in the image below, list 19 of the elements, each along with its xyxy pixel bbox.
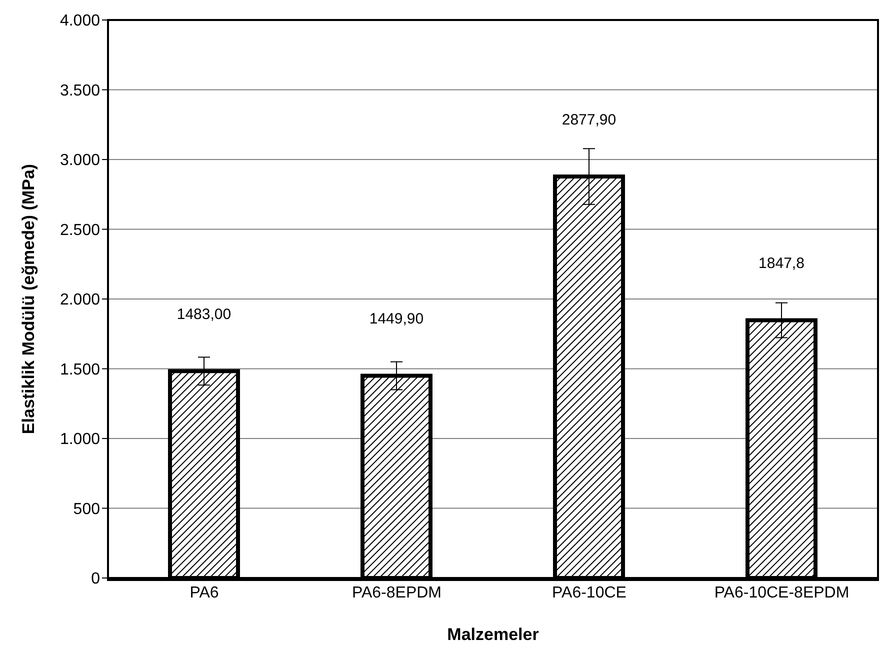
y-tick-label: 0 xyxy=(91,570,100,588)
y-tick-label: 1.000 xyxy=(60,431,100,448)
data-label: 1847,8 xyxy=(758,255,804,272)
y-tick-label: 1.500 xyxy=(60,361,100,378)
y-tick-label: 3.000 xyxy=(60,152,100,170)
data-label: 1449,90 xyxy=(369,310,424,328)
y-tick-label: 4.000 xyxy=(60,12,100,30)
y-tick-label: 500 xyxy=(73,500,100,518)
x-axis-title: Malzemeler xyxy=(447,625,540,644)
y-tick-label: 2.000 xyxy=(60,292,100,309)
x-tick-label: PA6-10CE-8EPDM xyxy=(714,584,850,602)
x-tick-label: PA6-10CE xyxy=(552,584,626,602)
y-tick-label: 3.500 xyxy=(60,82,100,100)
data-label: 2877,90 xyxy=(562,112,616,129)
x-tick-label: PA6 xyxy=(190,584,219,602)
data-label: 1483,00 xyxy=(176,306,232,324)
x-tick-label: PA6-8EPDM xyxy=(352,584,442,602)
y-axis-title: Elastiklik Modülü (eğmede) (MPa) xyxy=(19,164,38,434)
y-tick-label: 2.500 xyxy=(60,222,100,239)
